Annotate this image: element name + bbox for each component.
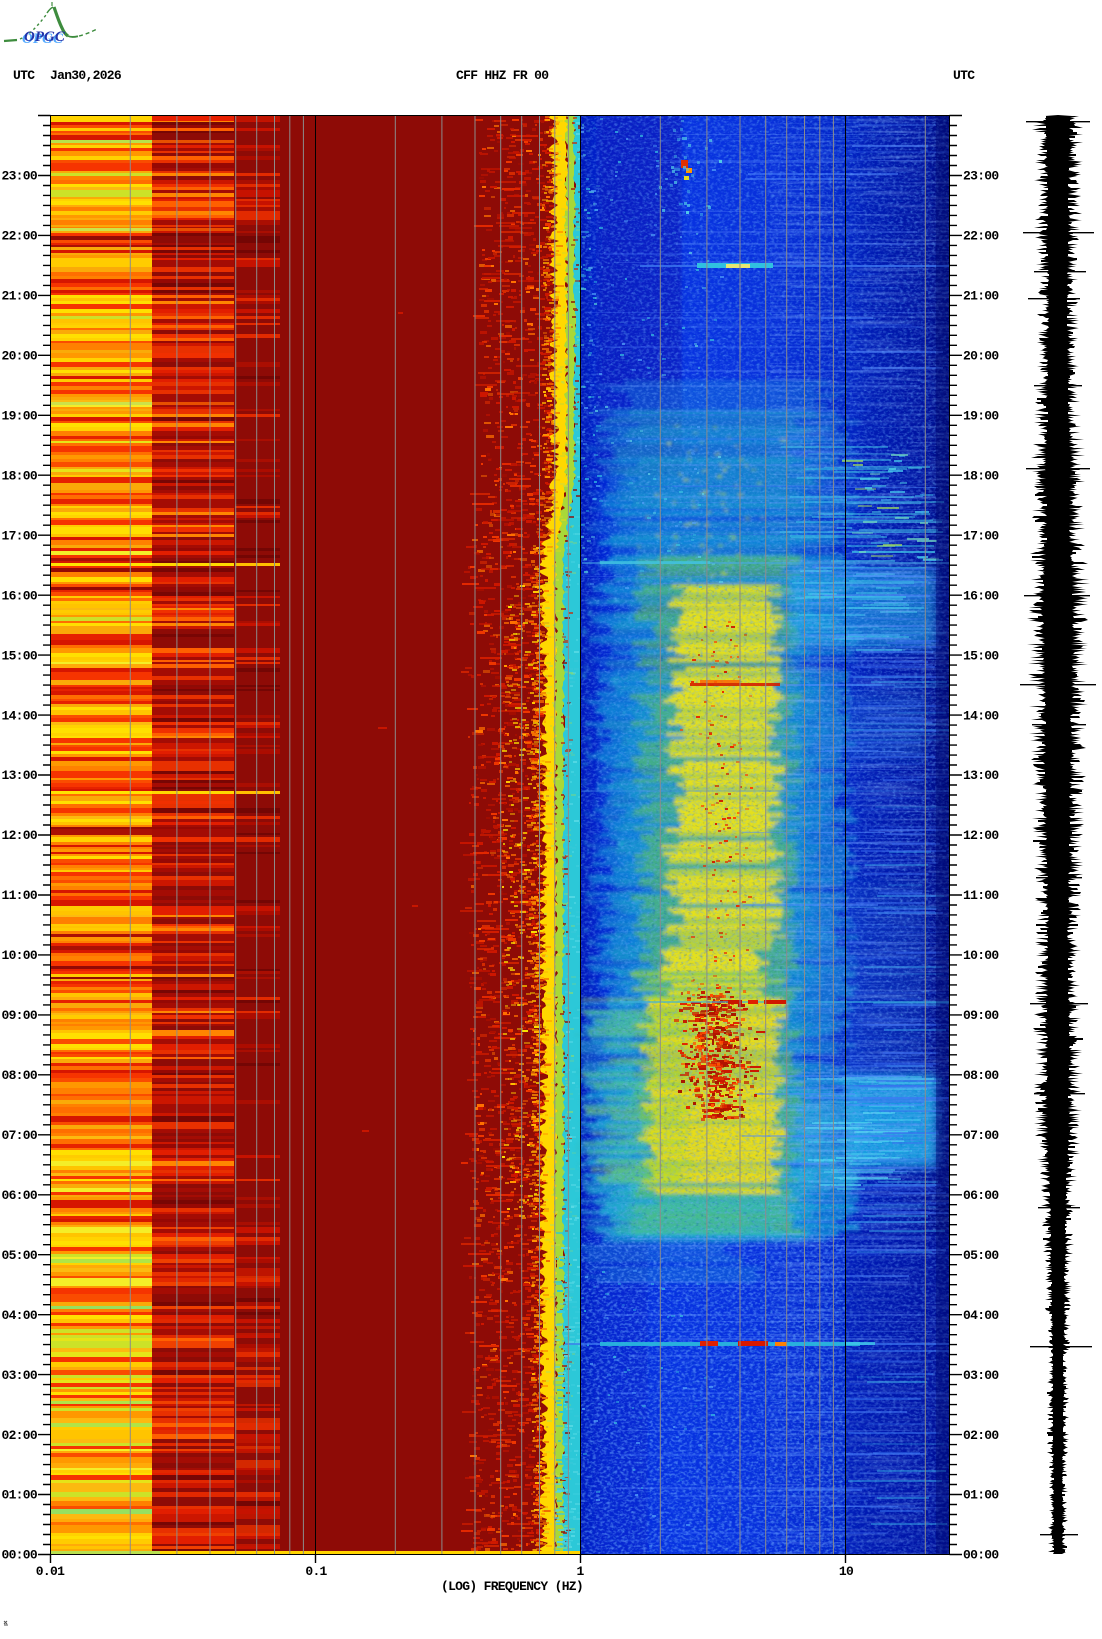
svg-text:0.01: 0.01 (36, 1564, 65, 1579)
svg-text:14:00: 14:00 (963, 708, 999, 723)
svg-text:(LOG) FREQUENCY (HZ): (LOG) FREQUENCY (HZ) (441, 1579, 583, 1594)
svg-text:0.1: 0.1 (305, 1564, 327, 1579)
svg-text:07:00: 07:00 (1, 1128, 37, 1143)
svg-text:08:00: 08:00 (1, 1068, 37, 1083)
svg-text:OPGC: OPGC (22, 31, 64, 47)
svg-text:13:00: 13:00 (1, 768, 37, 783)
svg-text:20:00: 20:00 (1, 349, 37, 364)
svg-text:09:00: 09:00 (1, 1008, 37, 1023)
svg-text:17:00: 17:00 (963, 528, 999, 543)
svg-text:13:00: 13:00 (963, 768, 999, 783)
svg-text:02:00: 02:00 (1, 1428, 37, 1443)
svg-text:11:00: 11:00 (963, 888, 999, 903)
svg-text:15:00: 15:00 (963, 648, 999, 663)
svg-text:16:00: 16:00 (963, 588, 999, 603)
svg-text:1: 1 (576, 1564, 584, 1579)
svg-text:10:00: 10:00 (1, 948, 37, 963)
svg-text:03:00: 03:00 (963, 1368, 999, 1383)
svg-text:22:00: 22:00 (963, 229, 999, 244)
svg-text:OPGC: OPGC (24, 29, 66, 45)
svg-text:UTC: UTC (13, 68, 35, 83)
svg-text:22:00: 22:00 (1, 229, 37, 244)
svg-text:05:00: 05:00 (963, 1248, 999, 1263)
svg-text:04:00: 04:00 (963, 1308, 999, 1323)
svg-text:11:00: 11:00 (1, 888, 37, 903)
svg-text:23:00: 23:00 (963, 169, 999, 184)
svg-text:09:00: 09:00 (963, 1008, 999, 1023)
svg-text:14:00: 14:00 (1, 708, 37, 723)
svg-text:04:00: 04:00 (1, 1308, 37, 1323)
svg-text:02:00: 02:00 (963, 1428, 999, 1443)
svg-text:05:00: 05:00 (1, 1248, 37, 1263)
svg-text:01:00: 01:00 (963, 1488, 999, 1503)
svg-text:20:00: 20:00 (963, 349, 999, 364)
svg-text:UTC: UTC (953, 68, 975, 83)
svg-text:12:00: 12:00 (963, 828, 999, 843)
svg-text:18:00: 18:00 (1, 468, 37, 483)
svg-text:16:00: 16:00 (1, 588, 37, 603)
svg-text:07:00: 07:00 (963, 1128, 999, 1143)
svg-text:01:00: 01:00 (1, 1488, 37, 1503)
svg-text:08:00: 08:00 (963, 1068, 999, 1083)
svg-text:00:00: 00:00 (963, 1548, 999, 1563)
svg-text:19:00: 19:00 (1, 409, 37, 424)
svg-text:06:00: 06:00 (963, 1188, 999, 1203)
svg-text:06:00: 06:00 (1, 1188, 37, 1203)
svg-text:CFF HHZ FR 00: CFF HHZ FR 00 (456, 68, 549, 83)
svg-text:21:00: 21:00 (1, 289, 37, 304)
svg-text:03:00: 03:00 (1, 1368, 37, 1383)
svg-text:21:00: 21:00 (963, 289, 999, 304)
svg-text:18:00: 18:00 (963, 468, 999, 483)
svg-text:00:00: 00:00 (1, 1548, 37, 1563)
svg-text:10:00: 10:00 (963, 948, 999, 963)
svg-text:23:00: 23:00 (1, 169, 37, 184)
svg-text:Jan30,2026: Jan30,2026 (50, 68, 122, 83)
svg-text:17:00: 17:00 (1, 528, 37, 543)
svg-text:10: 10 (839, 1564, 854, 1579)
svg-text:15:00: 15:00 (1, 648, 37, 663)
svg-text:19:00: 19:00 (963, 409, 999, 424)
svg-text:12:00: 12:00 (1, 828, 37, 843)
